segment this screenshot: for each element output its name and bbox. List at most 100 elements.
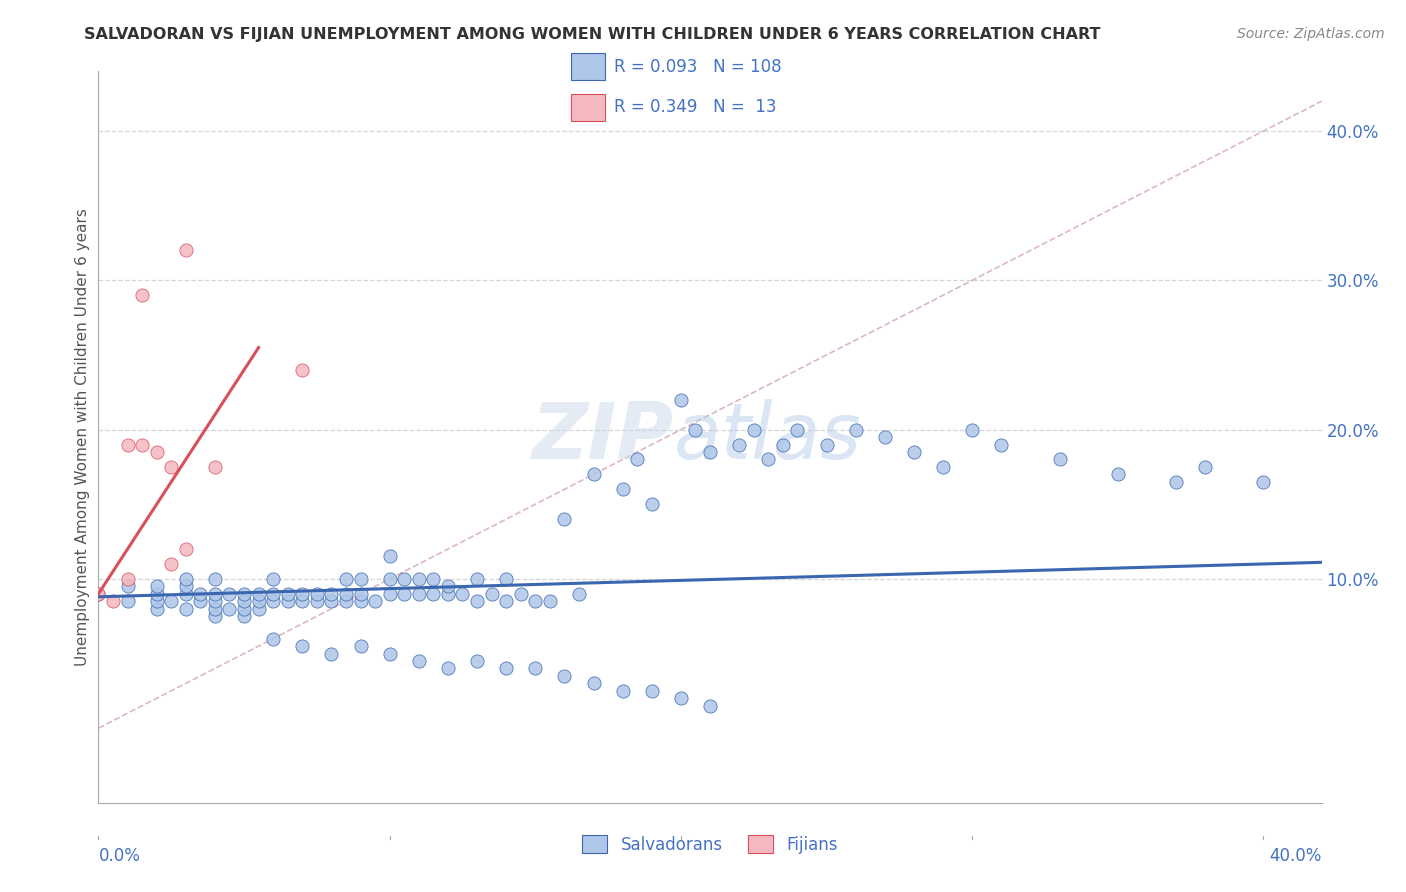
Point xyxy=(437,579,460,593)
Point xyxy=(262,594,284,608)
Point xyxy=(262,632,284,646)
Point xyxy=(291,639,314,653)
Text: ZIP: ZIP xyxy=(531,399,673,475)
Point xyxy=(378,647,401,661)
Point xyxy=(465,572,488,586)
Point xyxy=(669,392,692,407)
Point xyxy=(335,587,357,601)
Point xyxy=(509,587,531,601)
Point xyxy=(291,594,314,608)
Point xyxy=(117,437,139,451)
Point xyxy=(145,587,167,601)
Point xyxy=(247,594,270,608)
Point xyxy=(845,423,868,437)
Point xyxy=(262,587,284,601)
Point xyxy=(903,445,925,459)
Point xyxy=(218,601,240,615)
Point xyxy=(568,587,591,601)
Point xyxy=(188,587,212,601)
Point xyxy=(218,587,240,601)
Point xyxy=(321,587,343,601)
Text: SALVADORAN VS FIJIAN UNEMPLOYMENT AMONG WOMEN WITH CHILDREN UNDER 6 YEARS CORREL: SALVADORAN VS FIJIAN UNEMPLOYMENT AMONG … xyxy=(84,27,1101,42)
Point xyxy=(932,459,955,474)
Point xyxy=(174,244,197,258)
Point xyxy=(87,587,110,601)
Point xyxy=(495,594,517,608)
Point xyxy=(392,587,416,601)
Point xyxy=(145,594,167,608)
Point xyxy=(451,587,474,601)
Point xyxy=(772,437,794,451)
Point xyxy=(131,288,153,302)
Point xyxy=(1164,475,1187,489)
Point xyxy=(291,587,314,601)
Text: Source: ZipAtlas.com: Source: ZipAtlas.com xyxy=(1237,27,1385,41)
Point xyxy=(349,587,371,601)
Point xyxy=(626,452,648,467)
Point xyxy=(204,609,226,624)
Point xyxy=(669,691,692,706)
Point xyxy=(408,587,430,601)
Point xyxy=(131,437,153,451)
Point xyxy=(174,601,197,615)
Text: R = 0.349   N =  13: R = 0.349 N = 13 xyxy=(614,98,776,116)
Point xyxy=(262,572,284,586)
Point xyxy=(699,698,721,713)
Point xyxy=(160,557,183,571)
Point xyxy=(378,572,401,586)
Point xyxy=(349,594,371,608)
Point xyxy=(422,572,444,586)
Point xyxy=(160,594,183,608)
Point xyxy=(408,654,430,668)
Point xyxy=(305,587,328,601)
Point xyxy=(204,572,226,586)
Point xyxy=(553,669,575,683)
Point xyxy=(612,483,634,497)
Point xyxy=(437,661,460,675)
Text: R = 0.093   N = 108: R = 0.093 N = 108 xyxy=(614,58,782,76)
Point xyxy=(174,542,197,557)
Point xyxy=(1194,459,1216,474)
Point xyxy=(87,587,110,601)
Point xyxy=(728,437,751,451)
Text: 0.0%: 0.0% xyxy=(98,847,141,864)
Point xyxy=(335,572,357,586)
Point xyxy=(815,437,838,451)
Text: 40.0%: 40.0% xyxy=(1270,847,1322,864)
Point xyxy=(1049,452,1071,467)
Point xyxy=(582,467,605,482)
Point xyxy=(277,594,299,608)
Point xyxy=(378,587,401,601)
Point xyxy=(174,572,197,586)
Text: atlas: atlas xyxy=(673,399,862,475)
Point xyxy=(174,587,197,601)
Point xyxy=(465,654,488,668)
Point xyxy=(233,587,256,601)
Point xyxy=(145,601,167,615)
Point xyxy=(174,579,197,593)
Point xyxy=(437,587,460,601)
Point xyxy=(204,601,226,615)
Point xyxy=(422,587,444,601)
Point xyxy=(321,594,343,608)
Point xyxy=(291,363,314,377)
Point xyxy=(349,572,371,586)
Bar xyxy=(571,54,605,80)
Bar xyxy=(571,94,605,120)
Point xyxy=(553,512,575,526)
Point xyxy=(699,445,721,459)
Point xyxy=(101,594,124,608)
Point xyxy=(612,683,634,698)
Point xyxy=(378,549,401,564)
Point xyxy=(1253,475,1275,489)
Point xyxy=(321,647,343,661)
Point xyxy=(277,587,299,601)
Point xyxy=(742,423,765,437)
Point xyxy=(204,587,226,601)
Point xyxy=(786,423,808,437)
Point xyxy=(117,579,139,593)
Point xyxy=(117,594,139,608)
Point xyxy=(756,452,779,467)
Point xyxy=(685,423,707,437)
Point xyxy=(233,594,256,608)
